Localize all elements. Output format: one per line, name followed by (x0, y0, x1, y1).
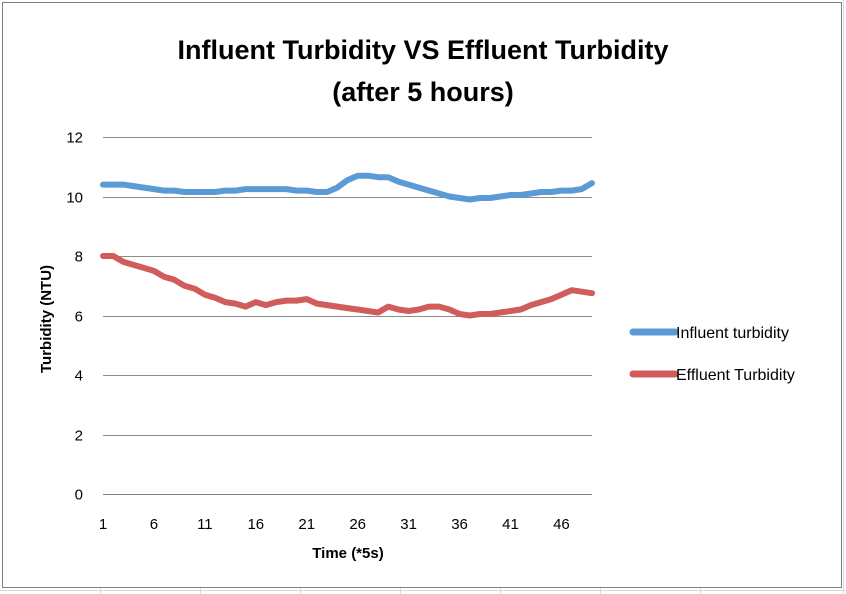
chart-title-line-1: Influent Turbidity VS Effluent Turbidity (178, 35, 669, 65)
x-tick-label-21: 21 (298, 516, 315, 533)
y-axis-ticks: 0 2 4 6 8 10 12 (66, 130, 83, 504)
legend-label-influent: Influent turbidity (676, 325, 789, 342)
series-line-influent (100, 172, 595, 203)
y-axis-title: Turbidity (NTU) (38, 265, 55, 373)
x-tick-label-31: 31 (400, 516, 417, 533)
x-tick-label-46: 46 (553, 516, 570, 533)
x-tick-label-1: 1 (99, 516, 107, 533)
y-tick-label-12: 12 (66, 130, 83, 147)
x-tick-label-41: 41 (502, 516, 519, 533)
series-line-effluent (100, 253, 595, 319)
x-tick-label-6: 6 (150, 516, 158, 533)
x-tick-label-16: 16 (247, 516, 264, 533)
chart-title-line-2: (after 5 hours) (332, 77, 514, 107)
y-tick-label-2: 2 (75, 428, 83, 445)
legend: Influent turbidity Effluent Turbidity (629, 325, 795, 384)
y-tick-label-4: 4 (75, 368, 83, 385)
legend-label-effluent: Effluent Turbidity (676, 367, 795, 384)
x-axis-ticks: 1 6 11 16 21 26 31 36 41 46 (99, 516, 570, 533)
x-tick-label-26: 26 (349, 516, 366, 533)
y-tick-label-8: 8 (75, 249, 83, 266)
chart-area[interactable]: Influent Turbidity VS Effluent Turbidity… (2, 2, 842, 588)
series-lines (100, 172, 595, 319)
y-tick-label-0: 0 (75, 487, 83, 504)
x-axis-title: Time (*5s) (312, 545, 383, 562)
line-chart: Influent Turbidity VS Effluent Turbidity… (38, 35, 795, 562)
x-tick-label-11: 11 (197, 516, 213, 533)
x-tick-label-36: 36 (451, 516, 468, 533)
y-tick-label-6: 6 (75, 309, 83, 326)
y-tick-label-10: 10 (66, 190, 83, 207)
